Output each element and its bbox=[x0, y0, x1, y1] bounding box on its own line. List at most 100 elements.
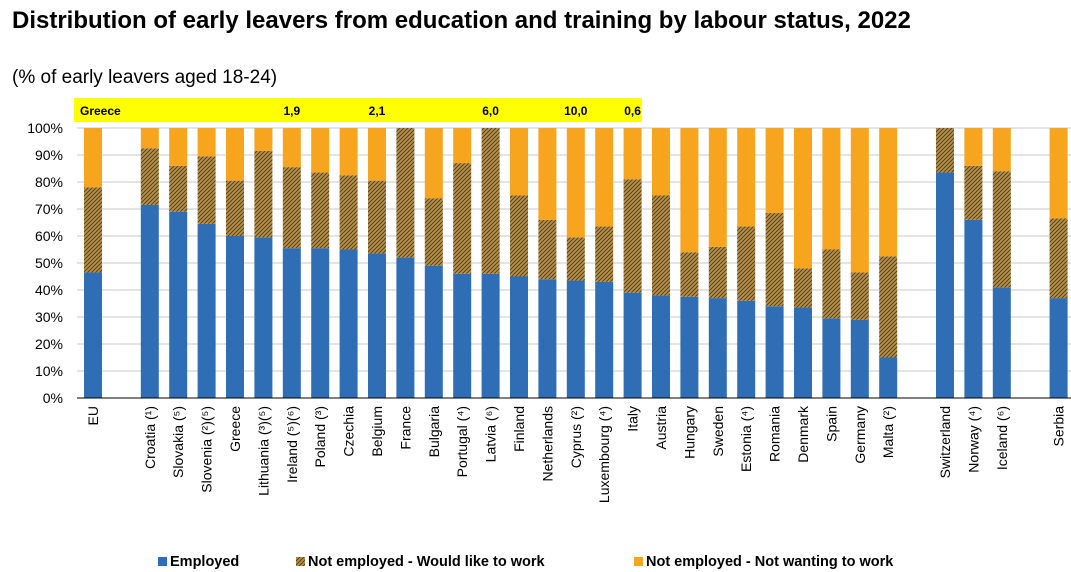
x-tick-label-netherlands: Netherlands bbox=[539, 406, 555, 482]
note-band-value: 6,0 bbox=[482, 104, 499, 118]
x-tick-label-luxembourg: Luxembourg (⁴) bbox=[596, 406, 612, 503]
legend-item-employed: Employed bbox=[158, 553, 239, 572]
bar-would-like bbox=[339, 175, 358, 250]
bar-would-like bbox=[1049, 218, 1068, 299]
bar-not-wanting bbox=[737, 128, 756, 227]
legend-label-would-like: Not employed - Would like to work bbox=[308, 554, 545, 570]
x-tick-label-lithuania: Lithuania (³)(⁵) bbox=[255, 406, 271, 496]
note-band-country: Greece bbox=[80, 104, 121, 118]
bar-would-like bbox=[623, 179, 642, 293]
legend-swatch-hatch bbox=[296, 557, 305, 566]
legend-swatch-would-like bbox=[296, 553, 305, 566]
bar-employed bbox=[794, 307, 812, 398]
bar-would-like bbox=[822, 249, 841, 319]
bar-employed bbox=[680, 296, 699, 398]
bar-not-wanting bbox=[850, 128, 869, 273]
x-tick-label-greece: Greece bbox=[227, 406, 243, 452]
bar-not-wanting bbox=[510, 128, 528, 196]
bar-would-like bbox=[708, 246, 727, 299]
bar-not-wanting bbox=[765, 128, 784, 214]
bar-would-like bbox=[254, 150, 273, 238]
bar-would-like bbox=[396, 128, 415, 258]
legend-swatch-employed bbox=[158, 557, 167, 566]
x-tick-label-iceland: Iceland (⁶) bbox=[994, 406, 1010, 470]
bar-employed bbox=[566, 280, 585, 398]
bar-employed bbox=[652, 295, 670, 398]
bar-employed bbox=[623, 292, 642, 398]
bar-employed bbox=[538, 279, 557, 398]
bar-not-wanting bbox=[680, 128, 699, 253]
bar-would-like bbox=[765, 213, 784, 307]
bar-would-like bbox=[510, 195, 528, 277]
bar-would-like bbox=[311, 172, 330, 249]
bar-employed bbox=[197, 223, 216, 398]
note-band bbox=[74, 98, 642, 122]
bar-would-like bbox=[84, 187, 102, 273]
y-tick-label: 50% bbox=[35, 255, 63, 271]
bar-not-wanting bbox=[652, 128, 670, 196]
bar-not-wanting bbox=[226, 128, 244, 181]
bar-employed bbox=[992, 287, 1011, 398]
bar-employed bbox=[311, 248, 330, 398]
note-band-value: 1,9 bbox=[283, 104, 300, 118]
y-tick-label: 0% bbox=[43, 390, 63, 406]
x-tick-label-austria: Austria bbox=[653, 406, 669, 450]
bar-would-like bbox=[964, 165, 983, 220]
x-tick-label-italy: Italy bbox=[625, 406, 641, 432]
bar-not-wanting bbox=[595, 128, 614, 227]
bar-would-like bbox=[737, 226, 756, 301]
bar-employed bbox=[140, 204, 159, 398]
bar-would-like bbox=[453, 163, 472, 274]
bar-would-like bbox=[850, 272, 869, 320]
bar-employed bbox=[936, 172, 954, 398]
legend-item-would-like: Not employed - Would like to work bbox=[296, 553, 545, 572]
x-tick-label-slovakia: Slovakia (⁵) bbox=[170, 406, 186, 478]
bar-not-wanting bbox=[282, 128, 301, 168]
bar-would-like bbox=[680, 252, 699, 297]
bar-would-like bbox=[197, 156, 216, 224]
x-tick-label-ireland: Ireland (⁵)(⁶) bbox=[284, 406, 300, 483]
bar-employed bbox=[737, 300, 756, 398]
x-tick-label-romania: Romania bbox=[767, 406, 783, 462]
y-tick-label: 30% bbox=[35, 309, 63, 325]
x-tick-label-portugal: Portugal (⁴) bbox=[454, 406, 470, 477]
y-tick-label: 90% bbox=[35, 147, 63, 163]
y-tick-label: 40% bbox=[35, 282, 63, 298]
bar-not-wanting bbox=[566, 128, 585, 238]
x-tick-label-latvia: Latvia (⁶) bbox=[483, 406, 499, 462]
bar-would-like bbox=[936, 128, 954, 173]
bar-employed bbox=[765, 306, 784, 398]
bar-employed bbox=[850, 319, 869, 398]
bar-employed bbox=[481, 273, 500, 398]
legend-item-not-wanting: Not employed - Not wanting to work bbox=[634, 553, 893, 572]
x-tick-label-cyprus: Cyprus (²) bbox=[568, 406, 584, 468]
bar-would-like bbox=[368, 180, 386, 254]
bar-not-wanting bbox=[964, 128, 983, 166]
bar-employed bbox=[339, 249, 358, 398]
legend-label-not-wanting: Not employed - Not wanting to work bbox=[646, 554, 894, 570]
note-band-value: 0,6 bbox=[624, 104, 641, 118]
x-tick-label-norway: Norway (⁴) bbox=[965, 406, 981, 473]
x-tick-label-poland: Poland (³) bbox=[312, 406, 328, 467]
x-tick-label-slovenia: Slovenia (²)(⁵) bbox=[199, 406, 215, 493]
chart-title: Distribution of early leavers from educa… bbox=[12, 7, 911, 34]
bar-employed bbox=[254, 237, 273, 398]
bar-not-wanting bbox=[623, 128, 642, 180]
bar-employed bbox=[453, 273, 472, 398]
legend: Employed Not employed - Would like to wo… bbox=[0, 553, 1071, 572]
bar-not-wanting bbox=[1049, 128, 1068, 219]
stacked-bar-chart: Greece 1,9 2,1 6,0 10,0 0,6 0% 10% 20% 30% 40% 50… bbox=[27, 98, 1071, 503]
chart-subtitle: (% of early leavers aged 18-24) bbox=[12, 67, 278, 88]
bar-would-like bbox=[424, 198, 443, 266]
note-band-value: 10,0 bbox=[564, 104, 588, 118]
bar-employed bbox=[84, 272, 102, 398]
x-tick-label-serbia: Serbia bbox=[1051, 406, 1067, 447]
y-tick-label: 10% bbox=[35, 363, 63, 379]
bar-employed bbox=[396, 257, 415, 398]
bar-employed bbox=[1049, 298, 1068, 398]
bar-employed bbox=[708, 298, 727, 398]
bar-would-like bbox=[566, 237, 585, 281]
bar-would-like bbox=[226, 180, 244, 236]
bar-would-like bbox=[652, 195, 670, 296]
bar-not-wanting bbox=[339, 128, 358, 176]
